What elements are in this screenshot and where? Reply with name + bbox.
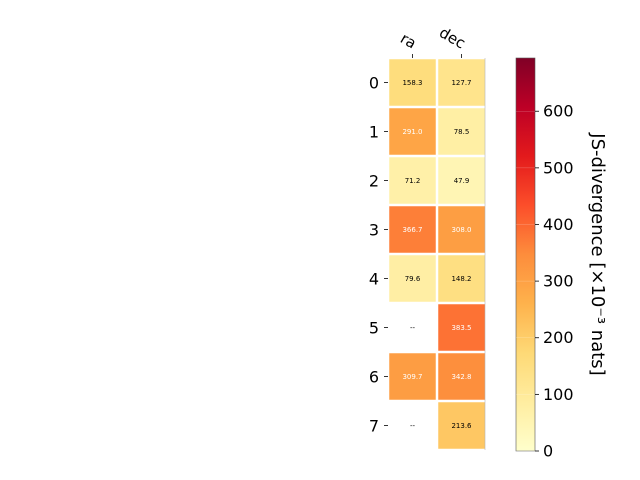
heatmap-cell [438, 108, 485, 155]
cell-value-label: 79.6 [405, 275, 421, 283]
cell-value-label: 148.2 [451, 275, 471, 283]
cell-value-label: 366.7 [402, 226, 422, 234]
colorbar: 0 100 200 300 400 500 600 JS-divergence [×10⁻³… [515, 57, 608, 461]
column-labels: ra dec [397, 23, 469, 58]
colorbar-tick-label: 100 [543, 385, 574, 404]
row-label: 4 [369, 270, 379, 289]
colorbar-label: JS-divergence [×10⁻³ nats] [587, 132, 608, 375]
cell-value-label: 308.0 [451, 226, 471, 234]
heatmap-cell [438, 255, 485, 302]
heatmap-cell [438, 206, 485, 253]
cell-value-label: 383.5 [451, 324, 471, 332]
heatmap-cell [438, 402, 485, 449]
colorbar-tick-label: 300 [543, 272, 574, 291]
heatmap-cell [438, 353, 485, 400]
row-label: 3 [369, 221, 379, 240]
colorbar-tick-label: 500 [543, 158, 574, 177]
colorbar-tick-label: 0 [543, 442, 553, 461]
row-label: 2 [369, 172, 379, 191]
heatmap-cell [389, 353, 436, 400]
cell-value-label: -- [410, 324, 416, 332]
colorbar-ticks: 0 100 200 300 400 500 600 [516, 102, 574, 461]
column-label: ra [397, 29, 419, 52]
cell-value-label: -- [410, 422, 416, 430]
heatmap-cell [389, 255, 436, 302]
colorbar-tick-label: 400 [543, 215, 574, 234]
cell-value-label: 291.0 [402, 128, 422, 136]
cell-value-label: 71.2 [405, 177, 421, 185]
cell-value-label: 342.8 [451, 373, 471, 381]
row-label: 1 [369, 123, 379, 142]
row-label: 0 [369, 74, 379, 93]
cell-value-label: 127.7 [451, 79, 471, 87]
colorbar-tick-label: 600 [543, 102, 574, 121]
heatmap-cell [438, 157, 485, 204]
cell-value-label: 213.6 [451, 422, 472, 430]
colorbar-tick-label: 200 [543, 328, 574, 347]
row-label: 6 [369, 368, 379, 387]
heatmap-cell [389, 59, 436, 106]
column-label: dec [436, 23, 468, 52]
cell-value-label: 47.9 [454, 177, 470, 185]
row-label: 7 [369, 417, 379, 436]
cell-value-label: 309.7 [402, 373, 422, 381]
heatmap-cell [438, 59, 485, 106]
heatmap-cell [389, 206, 436, 253]
row-labels: 0 1 2 3 4 5 6 7 [369, 74, 388, 436]
colorbar-gradient [515, 57, 536, 452]
heatmap-cell [389, 108, 436, 155]
row-label: 5 [369, 319, 379, 338]
heatmap-cell [389, 157, 436, 204]
cell-value-label: 78.5 [454, 128, 470, 136]
heatmap-grid: 158.3 127.7 291.0 78.5 71.2 47.9 366.7 308.0 79.… [389, 58, 486, 450]
cell-value-label: 158.3 [402, 79, 422, 87]
heatmap-cell [438, 304, 485, 351]
